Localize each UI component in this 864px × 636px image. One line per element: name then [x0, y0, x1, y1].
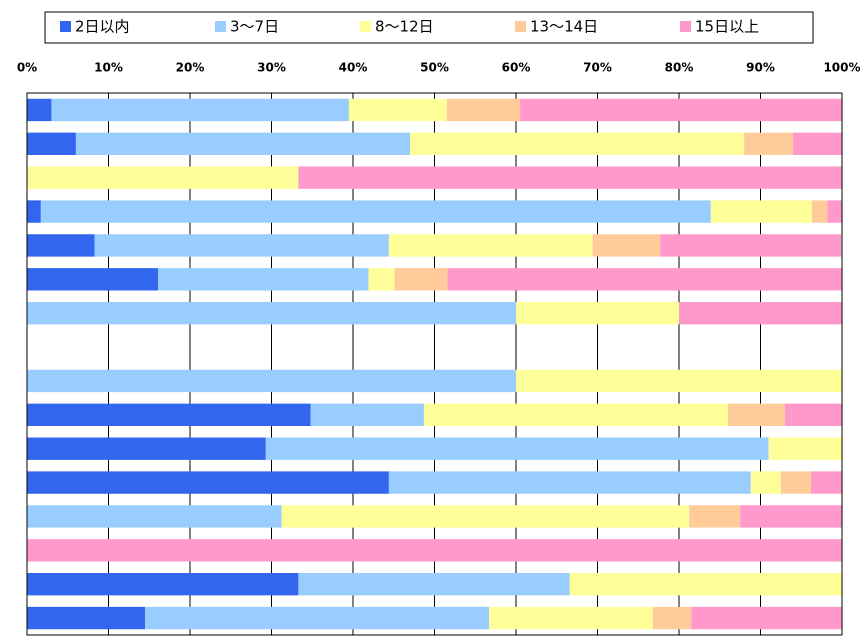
bar-segment — [784, 403, 842, 426]
bar-segment — [40, 200, 711, 223]
bar-segment — [516, 302, 679, 325]
bar-segment — [27, 505, 282, 528]
bar-segment — [710, 200, 812, 223]
bar-segment — [281, 505, 690, 528]
bar-segment — [27, 471, 389, 494]
bar-segment — [410, 132, 745, 155]
x-tick-label: 60% — [502, 61, 531, 75]
bar-segment — [827, 200, 842, 223]
bar-segment — [727, 403, 785, 426]
bar-segment — [265, 437, 769, 460]
bar-segment — [569, 573, 842, 596]
bar-segment — [388, 471, 751, 494]
legend-label: 15日以上 — [695, 18, 759, 36]
x-tick-label: 90% — [746, 61, 775, 75]
bar-segment — [348, 98, 447, 122]
legend-label: 13～14日 — [530, 18, 598, 36]
bar-segment — [145, 606, 490, 630]
bar-segment — [27, 268, 159, 291]
bar-segment — [27, 606, 146, 630]
bar-segment — [27, 437, 266, 460]
x-tick-label: 20% — [176, 61, 205, 75]
legend-swatch — [680, 21, 691, 32]
bar-segment — [27, 132, 76, 155]
bar-segment — [780, 471, 812, 494]
bar-segment — [652, 606, 692, 630]
bar-segment — [660, 234, 842, 257]
bar-segment — [489, 606, 653, 630]
bar-segment — [394, 268, 448, 291]
bar-segment — [811, 471, 842, 494]
bar-segment — [768, 437, 842, 460]
x-tick-label: 80% — [665, 61, 694, 75]
x-tick-label: 10% — [94, 61, 123, 75]
legend-swatch — [60, 21, 71, 32]
bar-segment — [27, 98, 52, 122]
bar-segment — [158, 268, 369, 291]
x-tick-label: 40% — [339, 61, 368, 75]
bar-segment — [27, 302, 516, 325]
legend-label: 3～7日 — [230, 18, 279, 36]
bar-segment — [793, 132, 842, 155]
bar-segment — [27, 403, 311, 426]
x-tick-label: 30% — [257, 61, 286, 75]
x-tick-label: 0% — [17, 61, 37, 75]
x-tick-label: 100% — [823, 61, 860, 75]
bar-segment — [27, 200, 41, 223]
bar-segment — [689, 505, 741, 528]
legend-label: 2日以内 — [75, 18, 130, 36]
bar-segment — [744, 132, 794, 155]
bar-segment — [27, 369, 516, 393]
bar-segment — [447, 268, 842, 291]
bar-segment — [51, 98, 349, 122]
bar-segment — [368, 268, 395, 291]
plot-border — [26, 92, 843, 636]
x-tick-label: 50% — [420, 61, 449, 75]
bar-segment — [27, 539, 842, 562]
x-tick-label: 70% — [583, 61, 612, 75]
bar-segment — [310, 403, 424, 426]
bar-segment — [298, 573, 570, 596]
bar-segment — [423, 403, 728, 426]
bar-segment — [27, 573, 299, 596]
bar-segment — [750, 471, 781, 494]
legend-label: 8～12日 — [375, 18, 434, 36]
bar-segment — [27, 234, 95, 257]
bar-segment — [388, 234, 593, 257]
bar-segment — [679, 302, 842, 325]
bar-segment — [811, 200, 828, 223]
bar-segment — [592, 234, 661, 257]
legend-swatch — [215, 21, 226, 32]
bar-segment — [298, 166, 842, 189]
bar-segment — [446, 98, 521, 122]
bar-segment — [691, 606, 842, 630]
bar-segment — [516, 369, 842, 393]
bar-segment — [520, 98, 842, 122]
legend-swatch — [515, 21, 526, 32]
legend-swatch — [360, 21, 371, 32]
bar-segment — [75, 132, 411, 155]
bar-segment — [740, 505, 842, 528]
bar-segment — [94, 234, 389, 257]
bar-segment — [27, 166, 299, 189]
